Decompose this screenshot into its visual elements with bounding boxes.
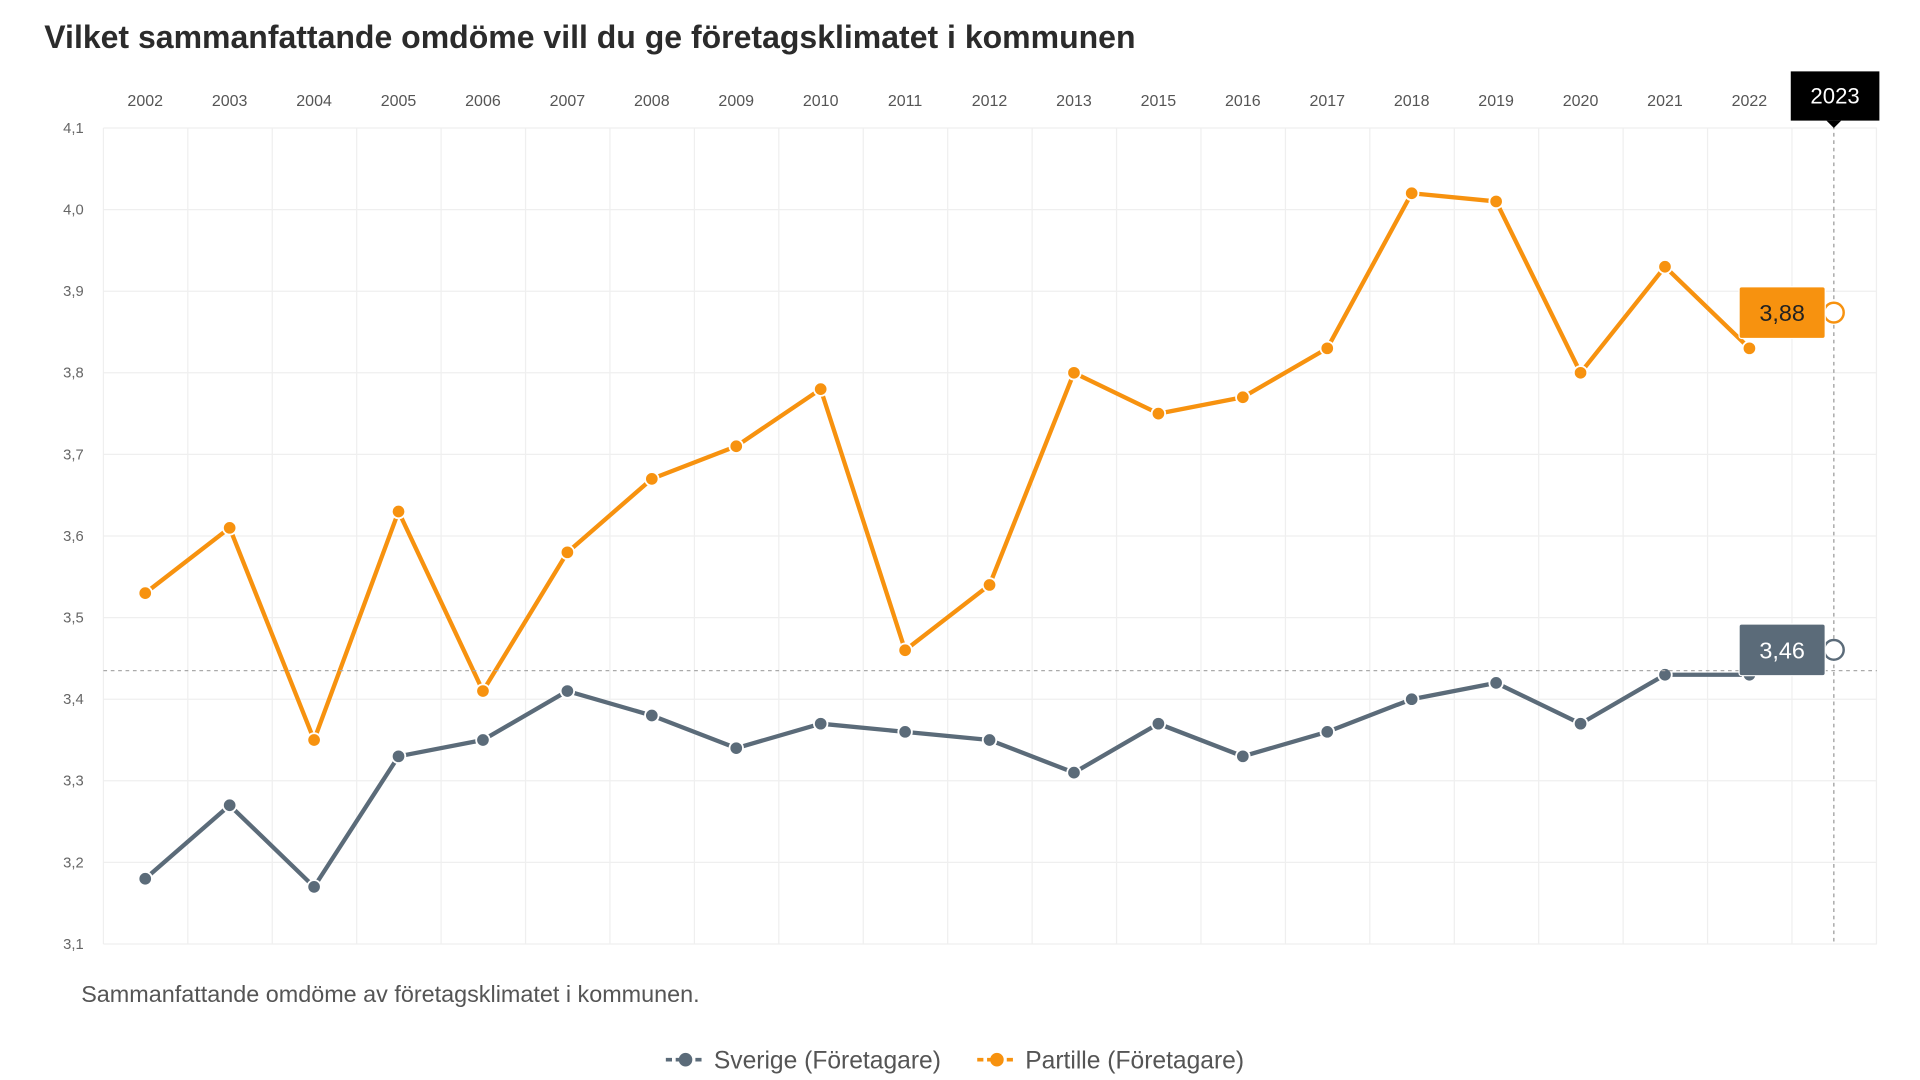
x-tick-label: 2007 [550,93,586,110]
hover-tooltip [1738,286,1826,340]
data-point [812,715,829,732]
hover-tooltip-value: 3,88 [1759,300,1805,326]
data-point [728,438,744,454]
hover-year-badge [1790,71,1880,121]
x-tick-label: 2018 [1394,93,1430,110]
x-tick-label: 2022 [1732,93,1768,110]
data-point [221,520,238,536]
x-tick-label: 2017 [1309,93,1345,110]
x-tick-label: 2012 [972,93,1008,110]
data-point [1572,715,1589,732]
x-tick-label: 2016 [1225,93,1261,110]
x-tick-label: 2020 [1563,93,1599,110]
data-point [1319,724,1335,740]
data-point [221,797,238,813]
x-tick-label: 2015 [1141,93,1177,110]
chart-title: Vilket sammanfattande omdöme vill du ge … [44,19,1135,55]
data-point [1404,185,1420,201]
x-tick-label: 2003 [212,93,248,110]
x-tick-label: 2006 [465,93,501,110]
x-tick-label: 2004 [296,93,332,110]
data-point [475,732,491,748]
chart-caption: Sammanfattande omdöme av företagsklimate… [81,981,699,1007]
data-point [559,683,576,699]
x-tick-label: 2009 [718,93,754,110]
data-point [1066,764,1082,781]
data-point [1319,340,1335,357]
data-point [306,732,322,748]
data-point [897,642,913,658]
data-point [644,471,660,487]
data-point [475,683,491,699]
data-point [1488,675,1504,691]
series-layer [137,185,1758,895]
legend: Sverige (Företagare) Partille (Företagare… [665,1047,1244,1074]
x-tick-label: 2019 [1478,93,1514,110]
data-point [812,381,829,397]
hover-marker [1822,638,1845,661]
data-point [981,732,998,748]
y-tick-label: 3,8 [63,366,84,382]
x-tick-label: 2021 [1647,93,1683,110]
data-point [390,748,407,765]
y-tick-label: 3,7 [63,447,84,463]
hover-tooltip [1738,623,1826,677]
x-tick-label: 2005 [381,93,417,110]
data-point [1488,193,1504,210]
series-line-1 [143,191,1751,743]
data-point [1657,667,1673,683]
hover-layer: 2023 3,88 3,46 [103,71,1880,944]
data-point [981,577,998,593]
hover-tooltip-value: 3,46 [1759,637,1805,663]
x-tick-label: 2010 [803,93,839,110]
data-point [1657,259,1673,275]
data-point [1235,389,1251,405]
data-point [306,879,322,895]
y-tick-label: 3,2 [63,855,84,871]
data-point [1235,748,1251,765]
y-axis-ticks: 3,1 3,2 3,3 3,4 3,5 3,6 3,7 3,8 3,9 4,0 4,1 [63,121,84,953]
series-line-0 [143,672,1750,890]
data-point [559,544,576,561]
x-tick-label: 2008 [634,93,670,110]
legend-marker [990,1052,1004,1067]
x-tick-label: 2002 [127,93,163,110]
data-point [728,740,744,756]
hover-year-label: 2023 [1810,83,1859,108]
y-tick-label: 3,4 [63,692,84,708]
data-point [1741,340,1758,357]
hover-marker [1822,301,1845,324]
x-tick-label: 2013 [1056,93,1092,110]
legend-marker [678,1052,693,1067]
y-tick-label: 4,0 [63,203,84,219]
y-tick-label: 3,3 [63,774,84,790]
x-tick-label: 2011 [888,93,923,110]
x-axis-ticks: 2002 2003 2004 2005 2006 2007 2008 2009 2010 2011… [127,93,1767,110]
data-point [1572,365,1589,381]
hover-year-pointer [1826,120,1842,128]
y-tick-label: 3,6 [63,529,84,545]
legend-label: Sverige (Företagare) [714,1047,941,1074]
data-point [897,724,913,740]
y-tick-label: 3,1 [63,937,84,953]
data-point [137,871,153,887]
data-point [644,707,660,724]
y-tick-label: 3,9 [63,284,84,300]
grid [102,127,1878,945]
data-point [137,585,153,601]
data-point [1150,405,1167,422]
data-point [1404,691,1420,707]
y-tick-label: 3,5 [63,611,84,627]
y-tick-label: 4,1 [63,121,84,137]
data-point [1066,365,1082,381]
data-point [1150,715,1167,732]
data-point [390,503,407,520]
legend-label: Partille (Företagare) [1025,1047,1244,1074]
